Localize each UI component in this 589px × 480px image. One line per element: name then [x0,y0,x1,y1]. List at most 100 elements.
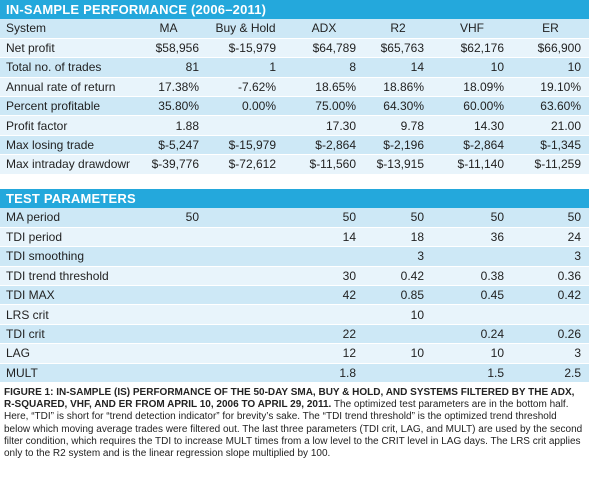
parameter-cell: 50 [512,208,589,228]
parameter-row-label: LAG [0,343,130,364]
parameter-cell: 10 [364,343,432,364]
parameter-cell [130,324,207,345]
parameter-cell [207,324,284,345]
parameter-cell [432,304,512,325]
parameter-row-label: MA period [0,208,130,228]
performance-cell: $64,789 [284,38,364,59]
performance-cell: Buy & Hold [207,19,284,39]
performance-cell: $-72,612 [207,154,284,175]
performance-row-label: Annual rate of return [0,77,130,98]
performance-cell: $65,763 [364,38,432,59]
parameter-cell: 1.5 [432,363,512,384]
performance-row: Max intraday drawdown $-39,776 $-72,612 $-1… [0,154,589,175]
performance-cell: 18.86% [364,77,432,98]
performance-cell: 17.38% [130,77,207,98]
parameter-row-label: TDI period [0,227,130,248]
parameter-cell: 50 [130,208,207,228]
parameter-row: TDI smoothing 3 3 [0,246,589,267]
performance-cell: 35.80% [130,96,207,117]
performance-row-label: Profit factor [0,115,130,136]
parameter-cell: 2.5 [512,363,589,384]
performance-cell: 63.60% [512,96,589,117]
performance-cell: 18.65% [284,77,364,98]
parameter-row: TDI trend threshold 30 0.42 0.38 0.36 [0,266,589,287]
parameter-cell [130,304,207,325]
parameter-cell: 42 [284,285,364,306]
performance-cell: 60.00% [432,96,512,117]
parameter-cell [207,227,284,248]
parameter-cell [432,246,512,267]
performance-cell: 1.88 [130,115,207,136]
performance-cell: $-2,196 [364,135,432,156]
performance-table: System MA Buy & Hold ADX R2 VHF ER Net profit $5… [0,19,589,175]
parameter-cell: 1.8 [284,363,364,384]
performance-cell: 64.30% [364,96,432,117]
parameter-cell [512,304,589,325]
performance-cell: $-13,915 [364,154,432,175]
parameter-cell [207,208,284,228]
parameter-row: LRS crit 10 [0,304,589,325]
performance-row: Annual rate of return 17.38% -7.62% 18.65% 1… [0,77,589,98]
parameter-row-label: TDI trend threshold [0,266,130,287]
parameter-cell: 50 [364,208,432,228]
parameter-cell: 22 [284,324,364,345]
figure-caption: FIGURE 1: IN-SAMPLE (IS) PERFORMANCE OF … [4,387,584,460]
performance-cell: ER [512,19,589,39]
performance-row-label: Net profit [0,38,130,59]
performance-row: Total no. of trades 81 1 8 14 10 10 [0,57,589,78]
performance-cell: 1 [207,57,284,78]
performance-row: Net profit $58,956 $-15,979 $64,789 $65,763 $… [0,38,589,59]
performance-row: Profit factor 1.88 17.30 9.78 14.30 21.00 [0,115,589,136]
performance-cell: 9.78 [364,115,432,136]
performance-cell: -7.62% [207,77,284,98]
performance-cell: $-11,560 [284,154,364,175]
performance-cell: $66,900 [512,38,589,59]
parameter-row: LAG 12 10 10 3 [0,343,589,364]
parameter-cell: 0.24 [432,324,512,345]
parameter-cell [207,363,284,384]
parameter-cell [130,246,207,267]
parameter-cell [207,285,284,306]
performance-cell: $-1,345 [512,135,589,156]
parameter-cell [207,343,284,364]
performance-cell [207,115,284,136]
parameter-cell: 36 [432,227,512,248]
performance-cell: $-11,259 [512,154,589,175]
parameter-cell: 14 [284,227,364,248]
parameter-row: TDI crit 22 0.24 0.26 [0,324,589,345]
parameter-cell [284,304,364,325]
parameter-cell: 0.85 [364,285,432,306]
parameter-cell: 50 [432,208,512,228]
parameter-row-label: TDI smoothing [0,246,130,267]
parameter-cell: 0.36 [512,266,589,287]
performance-cell: 18.09% [432,77,512,98]
parameter-row: TDI period 14 18 36 24 [0,227,589,248]
parameter-cell: 0.26 [512,324,589,345]
performance-cell: $-15,979 [207,135,284,156]
performance-cell: MA [130,19,207,39]
performance-cell: 8 [284,57,364,78]
parameter-row-label: TDI MAX [0,285,130,306]
parameter-row: TDI MAX 42 0.85 0.45 0.42 [0,285,589,306]
performance-cell: VHF [432,19,512,39]
parameter-cell: 3 [512,343,589,364]
parameter-cell: 0.42 [364,266,432,287]
parameter-cell [207,246,284,267]
performance-row-label: Max losing trade [0,135,130,156]
parameter-row: MULT 1.8 1.5 2.5 [0,363,589,384]
parameter-row-label: TDI crit [0,324,130,345]
section-title-in-sample: IN-SAMPLE PERFORMANCE (2006–2011) [0,0,589,19]
performance-cell: 21.00 [512,115,589,136]
performance-row-label: Total no. of trades [0,57,130,78]
parameter-cell [207,304,284,325]
caption-body: The optimized test parameters are in the… [4,399,583,460]
parameter-cell: 10 [432,343,512,364]
parameter-cell [284,246,364,267]
performance-cell: $-39,776 [130,154,207,175]
performance-cell: 19.10% [512,77,589,98]
performance-cell: 81 [130,57,207,78]
parameter-cell: 3 [364,246,432,267]
parameter-cell [207,266,284,287]
section-title-test-parameters: TEST PARAMETERS [0,189,589,208]
parameter-row: MA period 50 50 50 50 50 [0,208,589,228]
